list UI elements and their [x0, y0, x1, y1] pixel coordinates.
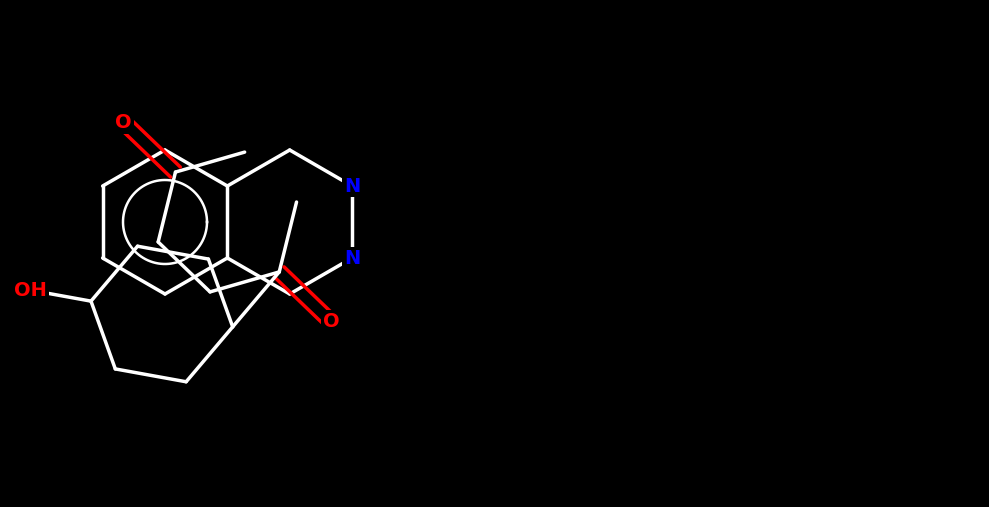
- Text: O: O: [322, 312, 339, 332]
- Text: OH: OH: [15, 281, 47, 300]
- Text: N: N: [344, 248, 360, 268]
- Text: N: N: [344, 176, 360, 196]
- Text: O: O: [116, 113, 132, 132]
